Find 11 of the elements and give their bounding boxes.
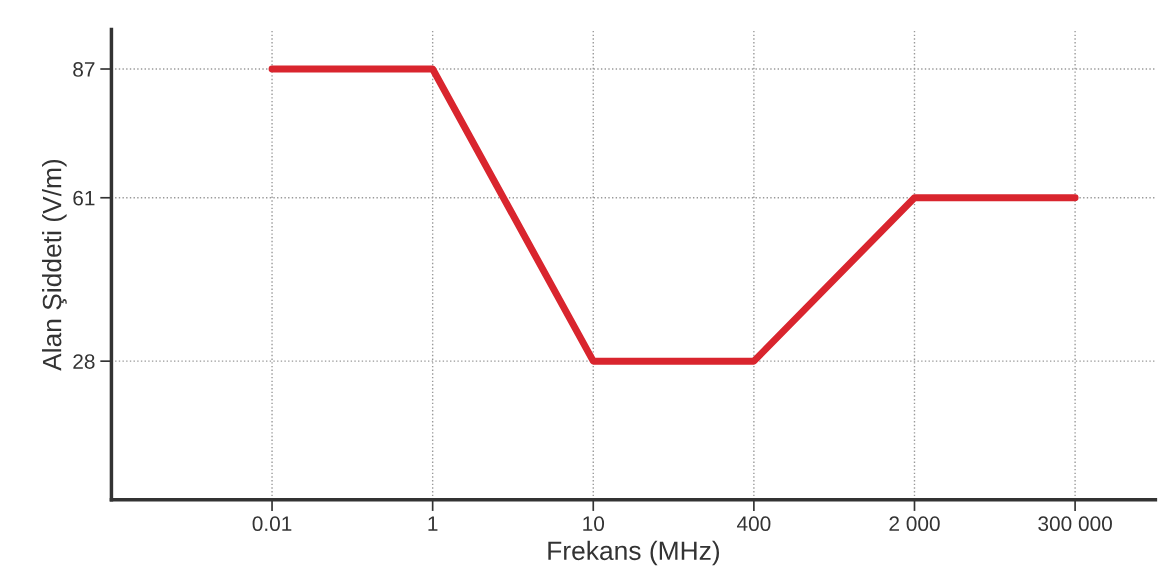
x-tick-label: 300 000 — [1038, 516, 1112, 532]
y-tick-label: 87 — [73, 62, 95, 77]
x-tick-label: 1 — [428, 516, 438, 531]
x-tick-label: 0.01 — [252, 516, 292, 532]
x-axis-title: Frekans (MHz) — [548, 540, 720, 566]
y-tick-label: 28 — [73, 354, 95, 369]
y-tick-label: 61 — [73, 190, 95, 206]
y-axis-title: Alan Şiddeti (V/m) — [42, 159, 67, 371]
x-tick-label: 2 000 — [889, 516, 940, 532]
x-tick-label: 400 — [736, 516, 771, 532]
x-tick-label: 10 — [583, 516, 605, 532]
